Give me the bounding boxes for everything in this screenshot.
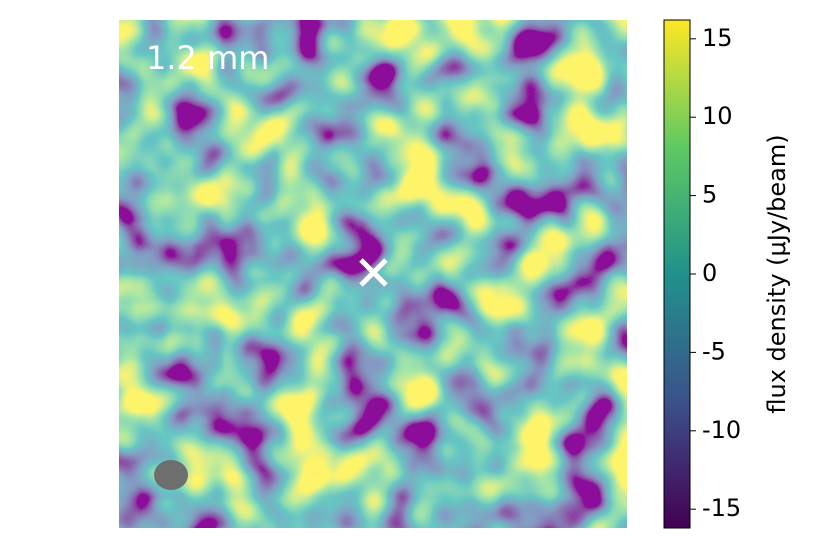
source-marker (359, 258, 388, 287)
band-label: 1.2 mm (146, 39, 269, 77)
colorbar-tick-label: 10 (702, 102, 733, 130)
colorbar-tick-label: -5 (702, 337, 726, 365)
colorbar-tick-label: -10 (702, 416, 741, 444)
colorbar-tick-label: 15 (702, 24, 733, 52)
colorbar-label: flux density (μJy/beam) (763, 134, 791, 413)
beam (154, 460, 188, 490)
colorbar-tick-label: 5 (702, 181, 717, 209)
colorbar (663, 19, 691, 529)
colorbar-tick-label: 0 (702, 259, 717, 287)
colorbar-tick-label: -15 (702, 494, 741, 522)
